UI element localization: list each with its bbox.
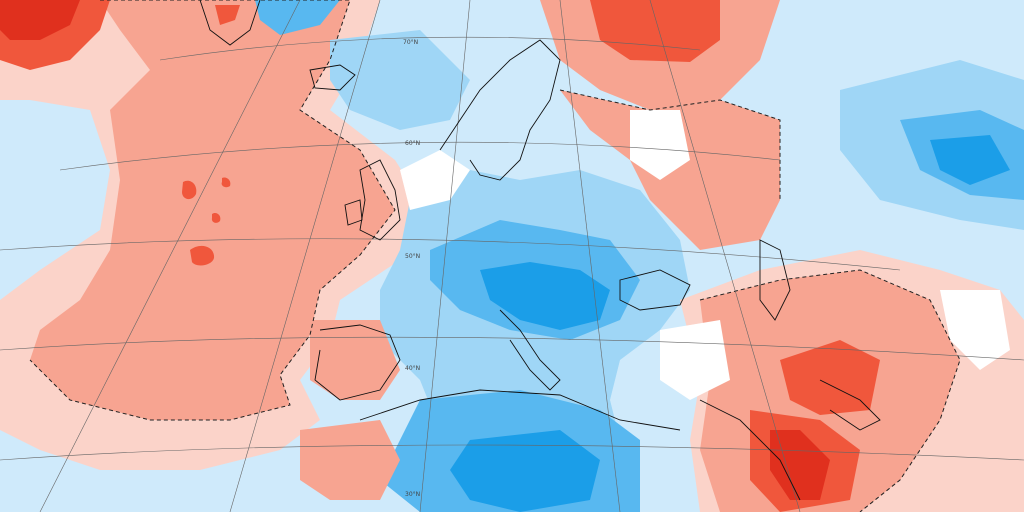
coast-mediterranean-south bbox=[359, 389, 681, 431]
latitude-70n bbox=[159, 36, 701, 61]
greenland-warm-core bbox=[0, 0, 80, 40]
meridian-2 bbox=[419, 0, 471, 512]
latitude-60n bbox=[59, 141, 781, 171]
atlantic-warm-core-4 bbox=[221, 177, 231, 188]
coastlines bbox=[199, 0, 881, 501]
latitude-50n bbox=[0, 238, 901, 271]
coast-caspian bbox=[759, 239, 791, 321]
contour-north-russia bbox=[559, 89, 781, 200]
north-africa-cold-core bbox=[450, 430, 600, 512]
arabia-warm-core bbox=[780, 340, 880, 415]
lat-label-30n: 30°N bbox=[405, 491, 420, 498]
lat-label-50n: 50°N bbox=[405, 253, 420, 260]
meridian-1 bbox=[229, 0, 381, 512]
coast-red-sea bbox=[699, 399, 801, 501]
neutral-zone-north-sea bbox=[400, 150, 470, 210]
atlantic-warm-core-2 bbox=[182, 180, 197, 200]
north-russia-warm-core bbox=[590, 0, 720, 62]
coast-italy bbox=[499, 309, 561, 391]
coast-britain bbox=[359, 159, 401, 241]
coast-black-sea bbox=[619, 269, 691, 311]
meridian-4 bbox=[649, 0, 801, 512]
coast-iceland bbox=[309, 64, 356, 91]
arctic-cold-strip bbox=[255, 0, 340, 35]
coast-greenland bbox=[199, 0, 261, 46]
iberia-warm-anomaly bbox=[310, 320, 400, 400]
red-sea-extreme-core bbox=[770, 430, 830, 500]
contour-middle-east bbox=[699, 269, 961, 512]
latitude-30n bbox=[0, 444, 1024, 461]
coast-persian-gulf bbox=[819, 379, 881, 431]
contour-atlantic bbox=[29, 0, 396, 421]
neutral-zone-east-europe bbox=[630, 110, 690, 180]
zero-contours bbox=[29, 0, 961, 512]
neutral-zone-central-asia bbox=[940, 290, 1010, 370]
central-asia-strong-cold bbox=[930, 135, 1010, 185]
coast-iberia bbox=[314, 324, 401, 401]
meridian-3 bbox=[559, 0, 621, 512]
norwegian-sea-cold bbox=[330, 30, 470, 130]
coast-ireland bbox=[344, 199, 363, 226]
atlantic-warm-core-3 bbox=[211, 212, 221, 223]
greenland-east-warm-core bbox=[215, 5, 240, 25]
balkan-cold-core bbox=[480, 262, 610, 330]
coast-scandinavia bbox=[439, 39, 561, 181]
morocco-warm-anomaly bbox=[300, 420, 400, 500]
atlantic-warm-core-1 bbox=[190, 245, 215, 266]
lat-label-70n: 70°N bbox=[403, 39, 418, 46]
neutral-zone-anatolia bbox=[660, 320, 730, 400]
meridian-5 bbox=[39, 0, 301, 512]
latitude-labels: 70°N 60°N 50°N 40°N 30°N bbox=[403, 39, 420, 498]
latitude-40n bbox=[0, 336, 1024, 361]
atlantic-warm-anomaly bbox=[30, 0, 395, 420]
lat-label-60n: 60°N bbox=[405, 140, 420, 147]
lat-label-40n: 40°N bbox=[405, 365, 420, 372]
